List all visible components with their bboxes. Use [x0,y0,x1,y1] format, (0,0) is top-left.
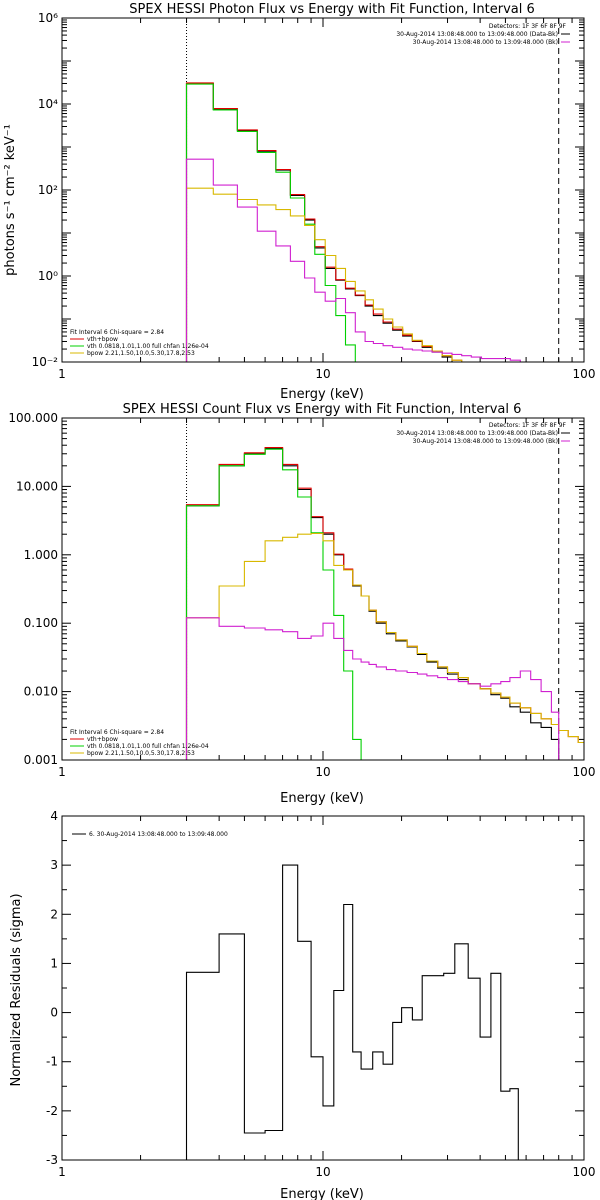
photon-flux-reference-lines [186,18,560,362]
residuals-ticks: 1 10 100 -3 -2 -1 0 1 2 3 4 [46,809,595,1179]
photon-flux-ticks: 1 10 100 10⁻² 10⁰ 10² 10⁴ 10⁶ [32,11,596,381]
series-0-step-line [185,82,584,363]
x-tick-label: 1 [58,765,66,779]
photon-flux-legend-vth-bpow: vth+bpow [87,336,118,343]
x-tick-label: 10 [315,765,330,779]
series-4-step-line [185,617,584,761]
count-flux-xlabel: Energy (keV) [280,791,364,806]
residuals-ylabel: Normalized Residuals (sigma) [9,893,24,1086]
series-3-step-line [185,532,584,760]
residuals-xlabel: Energy (keV) [280,1187,364,1200]
x-tick-label: 100 [573,765,596,779]
photon-flux-title: SPEX HESSI Photon Flux vs Energy with Fi… [129,2,535,17]
y-tick-label: -2 [46,1104,58,1118]
y-tick-label: 0 [50,1006,58,1020]
series-2-step-line [185,83,584,363]
x-tick-label: 10 [315,1165,330,1179]
y-tick-label: 4 [50,809,58,823]
series-1-step-line [185,446,584,760]
count-flux-legend-top: Detectors: 1F 3F 6F 8F 9F 30-Aug-2014 13… [396,422,570,445]
photon-flux-fit-interval: Fit Interval 6 Chi-square = 2.84 [70,329,164,336]
x-tick-label: 100 [573,1165,596,1179]
x-tick-label: 1 [58,1165,66,1179]
photon-flux-legend-bpow: bpow 2.21,1.50,10.0,5.30,17.8,2.53 [87,350,195,357]
count-flux-reference-lines [186,418,560,760]
y-tick-label: 0.010 [24,685,58,699]
x-tick-label: 10 [315,367,330,381]
count-flux-legend-bottom: Fit Interval 6 Chi-square = 2.84 vth+bpo… [70,729,209,757]
photon-flux-ylabel: photons s⁻¹ cm⁻² keV⁻¹ [3,124,18,276]
count-flux-series [185,446,584,761]
residuals-legend-interval: 6. 30-Aug-2014 13:08:48.000 to 13:09:48.… [89,831,228,838]
photon-flux-legend-data-bk: 30-Aug-2014 13:08:48.000 to 13:09:48.000… [396,31,558,38]
count-flux-legend-bk: 30-Aug-2014 13:08:48.000 to 13:09:48.000… [413,438,558,445]
count-flux-title: SPEX HESSI Count Flux vs Energy with Fit… [123,402,522,417]
count-flux-frame [61,417,585,761]
residuals-series [185,864,559,1161]
series-1-step-line [185,82,584,363]
photon-flux-frame [61,17,585,363]
y-tick-label: 10⁰ [38,269,58,283]
count-flux-legend-bpow: bpow 2.21,1.50,10.0,5.30,17.8,2.53 [87,750,195,757]
y-tick-label: -3 [46,1153,58,1167]
count-flux-panel: SPEX HESSI Count Flux vs Energy with Fit… [8,402,595,806]
x-tick-label: 1 [58,367,66,381]
photon-flux-legend-vth: vth 0.0818,1.01,1.00 full chfan 1.26e-04 [87,343,209,350]
y-tick-label: 1.000 [24,548,58,562]
photon-flux-legend-top: Detectors: 1F 3F 6F 8F 9F 30-Aug-2014 13… [396,23,570,46]
residuals-legend: 6. 30-Aug-2014 13:08:48.000 to 13:09:48.… [72,831,228,838]
y-tick-label: 10⁶ [38,11,58,25]
residuals-frame [61,815,585,1161]
photon-flux-xlabel: Energy (keV) [280,387,364,402]
count-flux-fit-interval: Fit Interval 6 Chi-square = 2.84 [70,729,164,736]
y-tick-label: 10⁻² [32,355,59,369]
count-flux-legend-vth-bpow: vth+bpow [87,736,118,743]
x-tick-label: 100 [573,367,596,381]
photon-flux-legend-bottom: Fit Interval 6 Chi-square = 2.84 vth+bpo… [70,329,209,357]
y-tick-label: 0.001 [24,753,58,767]
y-tick-label: 10.000 [16,479,58,493]
photon-flux-detectors: Detectors: 1F 3F 6F 8F 9F [489,23,567,30]
y-tick-label: 10⁴ [38,97,58,111]
y-tick-label: 1 [50,956,58,970]
y-tick-label: 0.100 [24,616,58,630]
series-0-step-line [185,447,584,761]
y-tick-label: 100.000 [8,411,58,425]
y-tick-label: 10² [38,183,58,197]
photon-flux-panel: SPEX HESSI Photon Flux vs Energy with Fi… [3,2,595,402]
photon-flux-legend-bk: 30-Aug-2014 13:08:48.000 to 13:09:48.000… [413,39,558,46]
series-0-step-line [185,864,559,1161]
y-tick-label: 3 [50,858,58,872]
count-flux-ticks: 1 10 100 0.001 0.010 0.100 1.000 10.000 100.000 [8,411,595,779]
series-4-step-line [185,158,584,363]
photon-flux-series [185,82,584,363]
count-flux-legend-data-bk: 30-Aug-2014 13:08:48.000 to 13:09:48.000… [396,430,558,437]
y-tick-label: -1 [46,1055,58,1069]
y-tick-label: 2 [50,907,58,921]
count-flux-legend-vth: vth 0.0818,1.01,1.00 full chfan 1.26e-04 [87,743,209,750]
count-flux-detectors: Detectors: 1F 3F 6F 8F 9F [489,422,567,429]
series-3-step-line [185,187,584,363]
series-2-step-line [185,448,584,761]
residuals-panel: Energy (keV) Normalized Residuals (sigma… [9,809,595,1200]
